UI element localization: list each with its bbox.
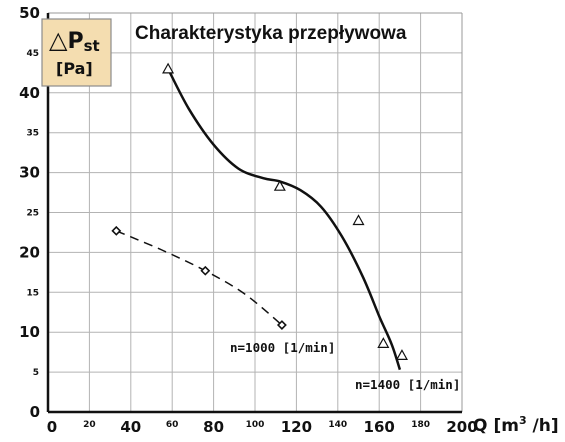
y-axis-label-unit: [Pa] <box>56 59 93 78</box>
series-line-n1000 <box>116 230 283 326</box>
x-axis-title: Q [m3 /h] <box>473 414 559 436</box>
y-axis-label-subscript: st <box>84 37 100 55</box>
y-tick-label: 10 <box>19 323 40 341</box>
tick-labels: 0 10 20 30 40 50 5 15 25 35 45 0 40 80 120 160 200 20 60 10… <box>19 4 478 436</box>
x-tick-label: 0 <box>47 418 57 436</box>
x-tick-label: 160 <box>364 418 395 436</box>
series-line-n1400 <box>166 68 402 371</box>
data-point-triangle <box>352 214 365 226</box>
x-tick-label: 40 <box>120 418 141 436</box>
x-tick-label-minor: 180 <box>411 420 430 430</box>
x-tick-label-minor: 60 <box>166 420 179 430</box>
x-tick-label-minor: 140 <box>328 420 347 430</box>
data-point-diamond <box>111 225 122 236</box>
data-point-diamond <box>200 265 211 276</box>
series-label-n1000: n=1000 [1/min] <box>230 340 335 355</box>
data-point-triangle <box>377 337 390 348</box>
x-tick-label: 200 <box>446 418 477 436</box>
y-tick-label-minor: 35 <box>26 129 39 139</box>
data-point-diamond <box>276 320 287 330</box>
y-tick-label: 30 <box>19 164 40 182</box>
delta-symbol: △ <box>49 26 68 54</box>
grid <box>48 13 462 412</box>
y-tick-label-minor: 5 <box>33 368 39 378</box>
x-axis-unit-sup: 3 <box>519 414 527 427</box>
data-point-triangle <box>162 62 175 74</box>
y-tick-label-minor: 45 <box>26 49 39 59</box>
x-tick-label: 120 <box>281 418 312 436</box>
series-label-n1400: n=1400 [1/min] <box>355 377 460 392</box>
y-tick-label-minor: 25 <box>26 209 39 219</box>
x-tick-label: 80 <box>203 418 224 436</box>
y-tick-label: 20 <box>19 243 40 261</box>
y-axis-label-background <box>41 18 112 87</box>
data-point-triangle <box>273 179 286 191</box>
x-axis-unit-close: /h] <box>527 416 559 436</box>
y-tick-label: 0 <box>30 403 40 421</box>
chart-title: Charakterystyka przepływowa <box>135 23 407 44</box>
x-tick-label-minor: 20 <box>83 420 96 430</box>
x-axis-unit-open: [m <box>493 416 518 436</box>
series-markers <box>111 62 408 360</box>
data-point-triangle <box>395 349 408 360</box>
y-tick-label: 40 <box>19 84 40 102</box>
y-axis-label-main: △Pst <box>49 26 100 55</box>
x-axis-quantity: Q <box>473 416 487 436</box>
y-tick-label: 50 <box>19 4 40 22</box>
x-tick-label-minor: 100 <box>246 420 265 430</box>
y-axis-label-quantity: P <box>67 29 83 54</box>
y-tick-label-minor: 15 <box>26 288 39 298</box>
y-axis-label-box: △Pst [Pa] <box>41 18 112 87</box>
